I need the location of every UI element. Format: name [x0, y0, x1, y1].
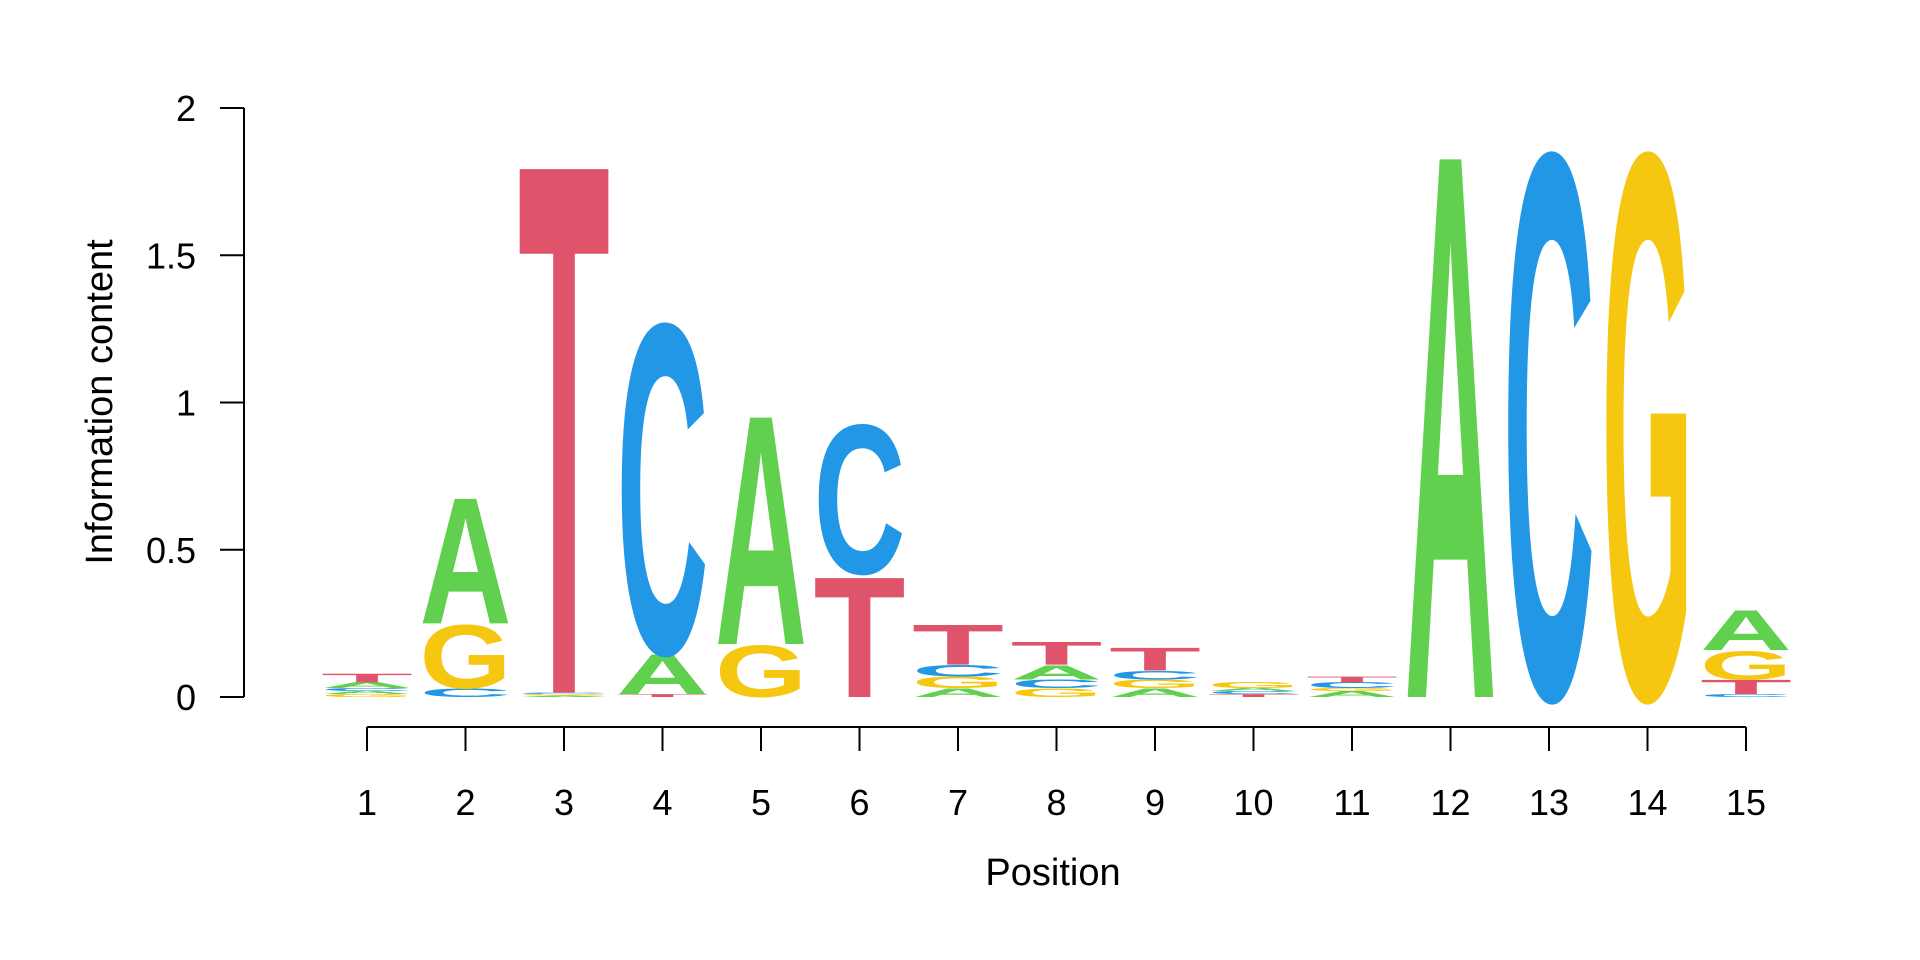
logo-letter-C: C	[616, 225, 708, 753]
x-tick-label: 11	[1333, 782, 1370, 823]
y-tick-label: 1	[176, 383, 196, 424]
logo-letter-G: G	[1208, 681, 1300, 690]
logo-letter-C: C	[1306, 681, 1398, 690]
logo-letter-A: A	[1109, 686, 1201, 700]
logo-letter-A: A	[321, 690, 413, 695]
logo-letter-T: T	[1011, 635, 1103, 672]
logo-letter-A: A	[1011, 661, 1103, 684]
x-axis-label: Position	[985, 852, 1120, 894]
logo-letter-G: G	[518, 694, 610, 696]
y-tick-label: 1.5	[146, 235, 196, 276]
logo-letter-A: A	[321, 681, 413, 690]
x-tick-label: 5	[751, 782, 771, 823]
logo-letter-G: G	[1306, 687, 1398, 692]
x-tick-label: 1	[357, 782, 377, 823]
x-tick-label: 15	[1726, 782, 1766, 823]
logo-letter-C: C	[1010, 677, 1102, 691]
logo-letter-C: C	[1700, 693, 1792, 698]
logo-letter-C: C	[419, 686, 511, 700]
logo-letter-C: C	[321, 687, 413, 692]
logo-letter-T: T	[1109, 641, 1201, 678]
logo-letter-T: T	[321, 671, 413, 685]
logo-letter-T: T	[1700, 675, 1792, 698]
logo-letter-T: T	[814, 541, 906, 734]
logo-letter-A: A	[420, 460, 512, 662]
logo-letter-A: A	[617, 642, 709, 706]
logo-letter-T: T	[617, 693, 709, 698]
logo-letter-T: T	[1208, 693, 1300, 698]
logo-letter-G: G	[715, 630, 807, 713]
logo-letter-C: C	[518, 692, 610, 694]
x-axis: 1 2 3 4 5 6 7 8 9 10 11 12 13 14 15	[357, 726, 1766, 823]
y-tick-label: 2	[176, 88, 196, 129]
logo-letter-C: C	[912, 662, 1004, 680]
y-axis-label: Information content	[79, 239, 121, 565]
logo-letter-C: C	[1208, 690, 1300, 695]
logo-letter-A: A	[518, 695, 610, 697]
x-tick-label: 9	[1145, 782, 1165, 823]
logo-letter-C: C	[1109, 668, 1201, 682]
logo-letter-G: G	[1011, 686, 1103, 700]
y-tick-label: 0	[176, 677, 196, 718]
logo-letter-T: T	[1306, 675, 1398, 684]
x-tick-label: 2	[455, 782, 475, 823]
logo-letter-G: G	[1602, 0, 1694, 863]
x-tick-label: 12	[1430, 782, 1470, 823]
x-tick-label: 7	[948, 782, 968, 823]
y-tick-label: 0.5	[146, 530, 196, 571]
logo-letter-C: C	[814, 381, 906, 619]
x-tick-label: 6	[849, 782, 869, 823]
logo-letter-A: A	[1306, 690, 1398, 699]
logo-letter-A: A	[912, 686, 1004, 700]
logo-letter-G: G	[321, 693, 413, 698]
logo-letter-A: A	[1208, 687, 1300, 692]
logo-letter-G: G	[420, 607, 512, 708]
logo-letter-C: C	[1503, 0, 1595, 863]
x-tick-label: 10	[1233, 782, 1273, 823]
x-tick-label: 3	[554, 782, 574, 823]
logo-letter-G: G	[1109, 677, 1201, 691]
x-tick-label: 14	[1627, 782, 1667, 823]
x-tick-label: 8	[1046, 782, 1066, 823]
x-tick-label: 4	[652, 782, 672, 823]
logo-letter-G: G	[1700, 642, 1792, 688]
logo-letter-A: A	[1405, 0, 1497, 863]
logo-letter-A: A	[715, 346, 807, 714]
logo-letter-A: A	[1700, 598, 1792, 662]
logo-letter-G: G	[912, 673, 1004, 691]
y-axis: 0 0.5 1 1.5 2	[146, 88, 245, 718]
x-tick-label: 13	[1529, 782, 1569, 823]
logo-letter-T: T	[518, 4, 610, 854]
logo-letter-T: T	[912, 613, 1004, 677]
